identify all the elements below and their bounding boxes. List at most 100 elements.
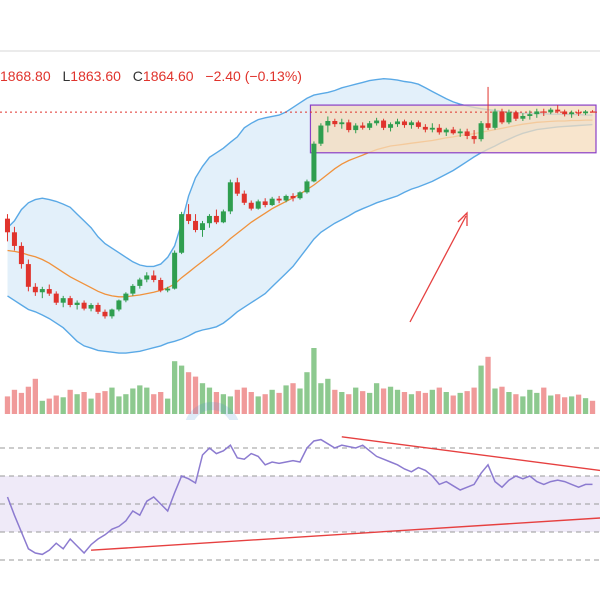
volume-bar [562,397,568,414]
candle [569,110,575,118]
candle [367,120,373,131]
candle-body [422,126,428,130]
trend-arrow-line [409,215,467,323]
volume-bar [422,392,429,414]
candle [213,209,219,225]
candle [374,117,380,126]
candle [158,277,164,293]
candle [179,211,185,255]
volume-bar [380,388,387,414]
candle [499,108,505,125]
candle [255,199,261,210]
volume-bar [18,392,25,414]
candle [541,108,547,116]
candle [248,200,254,211]
volume-bar [367,392,373,414]
candle [199,220,206,237]
candle [283,194,289,203]
candle-body [144,275,150,280]
volume-bar [373,383,380,414]
candle [53,291,59,305]
candle-body [478,123,484,140]
candle-body [137,279,143,286]
candle [88,303,94,312]
candle [492,108,498,130]
candle [443,127,449,136]
candle-body [492,111,498,128]
volume-bar [185,372,192,414]
candle-body [520,115,526,119]
candle [415,120,421,129]
volume-bar [548,395,554,414]
rsi-line [6,438,593,556]
candle [381,118,387,131]
candle [388,122,394,132]
candle-body [248,202,254,209]
volume-bar [464,391,470,414]
candle-body [206,215,212,224]
volume-bar [109,387,115,414]
candle-body [499,111,505,123]
candle [332,118,338,127]
candle-body [67,298,73,305]
candle-body [555,109,561,112]
candle [130,284,136,296]
candle-body [318,125,324,144]
volume-bar [255,396,261,414]
volume-bar [394,389,401,414]
volume-bar [206,387,213,414]
candle-body [457,131,463,134]
candle [436,124,442,135]
volume-bar [95,392,101,414]
volume-bar [443,392,449,414]
candle [311,141,317,183]
candle [116,299,122,312]
candle-body [388,124,394,128]
candle [227,179,233,215]
candle [46,284,52,296]
candle [67,295,73,308]
candle [339,118,345,129]
candle-body [332,120,338,125]
candle-body [527,114,533,116]
volume-bar [137,385,143,414]
candle-body [297,192,303,199]
trend-arrow-head [457,211,468,226]
candle [109,308,115,319]
candle-body [283,195,289,201]
volume-bar [541,387,547,414]
volume-bar [506,392,512,414]
volume-bar [60,397,66,414]
candle-body [172,252,178,289]
candle-body [88,304,94,309]
candle-body [227,182,233,212]
candle [450,126,456,135]
candle [527,110,533,120]
volume-bar [415,391,422,414]
rsi-support-trendline [91,517,600,551]
volume-bar [11,389,18,414]
candle-body [81,302,87,309]
volume-bar [192,376,199,414]
candle [513,110,519,121]
candle-body [18,245,24,265]
candle [123,292,129,303]
volume-bar [360,391,366,414]
candle [548,107,554,115]
candle-body [269,198,275,206]
candle-body [186,214,192,221]
candle [576,109,582,116]
candle [74,300,80,310]
candle [422,124,428,133]
candle [4,214,10,242]
candle-body [325,120,331,126]
low-value: 1863.60 [70,68,121,84]
candle [95,302,101,315]
volume-bar [171,361,178,414]
volume-bar [269,389,275,414]
candle [276,195,282,204]
candle [193,214,199,233]
candle-body [576,112,582,114]
